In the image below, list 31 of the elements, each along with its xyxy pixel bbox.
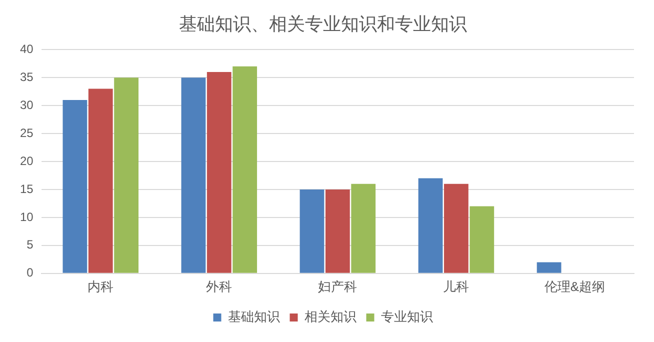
y-tick-label: 30: [20, 98, 34, 112]
bar: [206, 72, 232, 273]
x-tick-label: 伦理&超纲: [544, 278, 606, 294]
bar: [232, 66, 258, 273]
bar: [181, 78, 206, 273]
y-tick-label: 5: [26, 238, 34, 252]
y-tick-label: 40: [20, 42, 34, 56]
bar: [300, 189, 324, 273]
y-tick-label: 25: [20, 126, 34, 140]
bar: [536, 262, 562, 273]
bar: [351, 184, 376, 273]
x-tick-label: 外科: [206, 278, 232, 294]
y-tick-label: 10: [20, 210, 34, 224]
bar: [88, 88, 113, 273]
chart-title: 基础知识、相关专业知识和专业知识: [179, 14, 467, 34]
y-tick-label: 0: [26, 266, 34, 280]
bar: [62, 100, 88, 273]
x-tick-label: 妇产科: [318, 278, 358, 294]
bar: [470, 206, 494, 273]
y-tick-label: 15: [20, 182, 34, 196]
bar: [114, 78, 138, 273]
x-tick-label: 内科: [88, 278, 114, 294]
bar: [418, 178, 443, 273]
x-tick-label: 儿科: [443, 278, 470, 294]
bar: [325, 189, 350, 273]
bar: [444, 184, 468, 273]
legend-label: 基础知识: [228, 309, 280, 324]
y-tick-label: 20: [20, 154, 34, 168]
legend-label: 相关知识: [304, 309, 356, 324]
y-tick-label: 35: [20, 70, 34, 84]
legend-label: 专业知识: [380, 309, 433, 324]
